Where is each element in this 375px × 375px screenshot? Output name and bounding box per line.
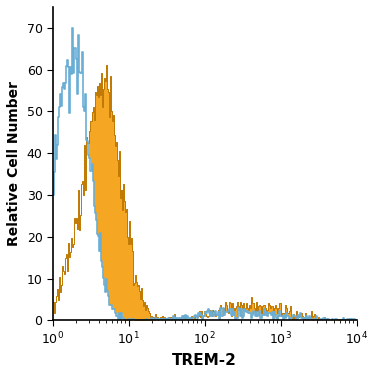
Y-axis label: Relative Cell Number: Relative Cell Number — [7, 81, 21, 246]
X-axis label: TREM-2: TREM-2 — [172, 353, 237, 368]
